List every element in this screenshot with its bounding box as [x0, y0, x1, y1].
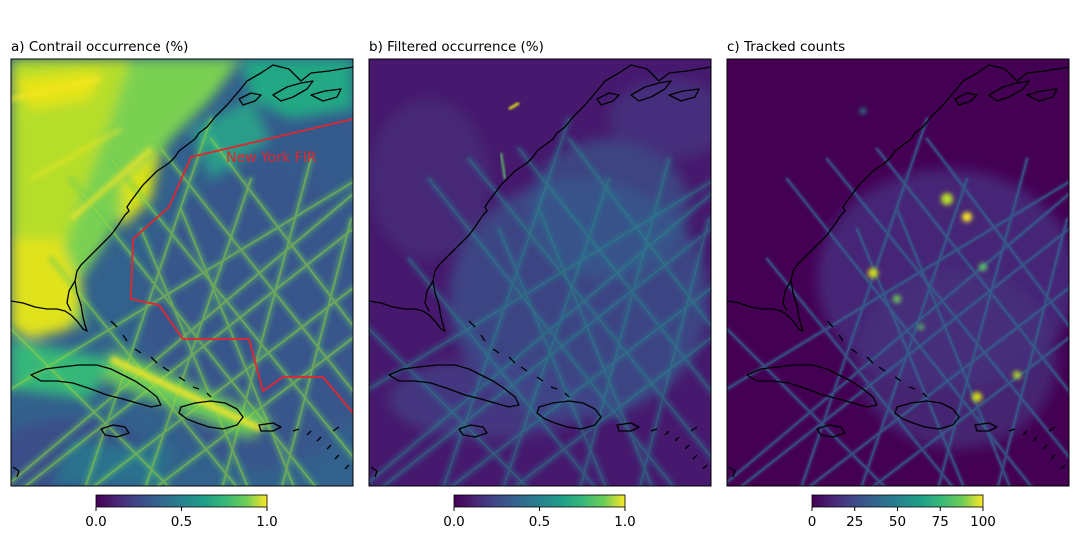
- panel-a-frame: [10, 58, 354, 487]
- panel-c-map: [727, 59, 1069, 486]
- panel-b-title: b) Filtered occurrence (%): [369, 39, 544, 55]
- panel-c-title: c) Tracked counts: [727, 39, 845, 55]
- colorbar-c-tick: 50: [889, 514, 906, 530]
- panel-b: b) Filtered occurrence (%): [368, 39, 712, 530]
- colorbar-b-tick: 0.5: [529, 514, 550, 530]
- panel-c-colorbar: 0 25 50 75 100: [808, 494, 996, 530]
- panel-a-map: [11, 59, 353, 486]
- panel-a: a) Contrail occurrence (%): [10, 39, 354, 530]
- panel-c: c) Tracked counts: [726, 39, 1070, 530]
- panel-a-title: a) Contrail occurrence (%): [11, 39, 188, 55]
- colorbar-c-tick: 25: [846, 514, 863, 530]
- colorbar-b-tick: 0.0: [443, 514, 464, 530]
- panel-b-frame: [368, 58, 712, 487]
- panel-a-colorbar: 0.0 0.5 1.0: [85, 494, 278, 530]
- colorbar-a-tick: 1.0: [256, 514, 277, 530]
- colorbar-a-tick: 0.5: [171, 514, 192, 530]
- panel-c-frame: [726, 58, 1070, 487]
- panel-b-colorbar: 0.0 0.5 1.0: [443, 494, 636, 530]
- colorbar-c-tick: 100: [970, 514, 996, 530]
- colorbar-c-tick: 0: [808, 514, 817, 530]
- colorbar-b-tick: 1.0: [614, 514, 635, 530]
- panel-b-map: [369, 59, 711, 486]
- fir-label: New York FIR: [226, 150, 317, 166]
- fir-boundary-line: [130, 118, 353, 414]
- colorbar-a-tick: 0.0: [85, 514, 106, 530]
- colorbar-c-tick: 75: [932, 514, 949, 530]
